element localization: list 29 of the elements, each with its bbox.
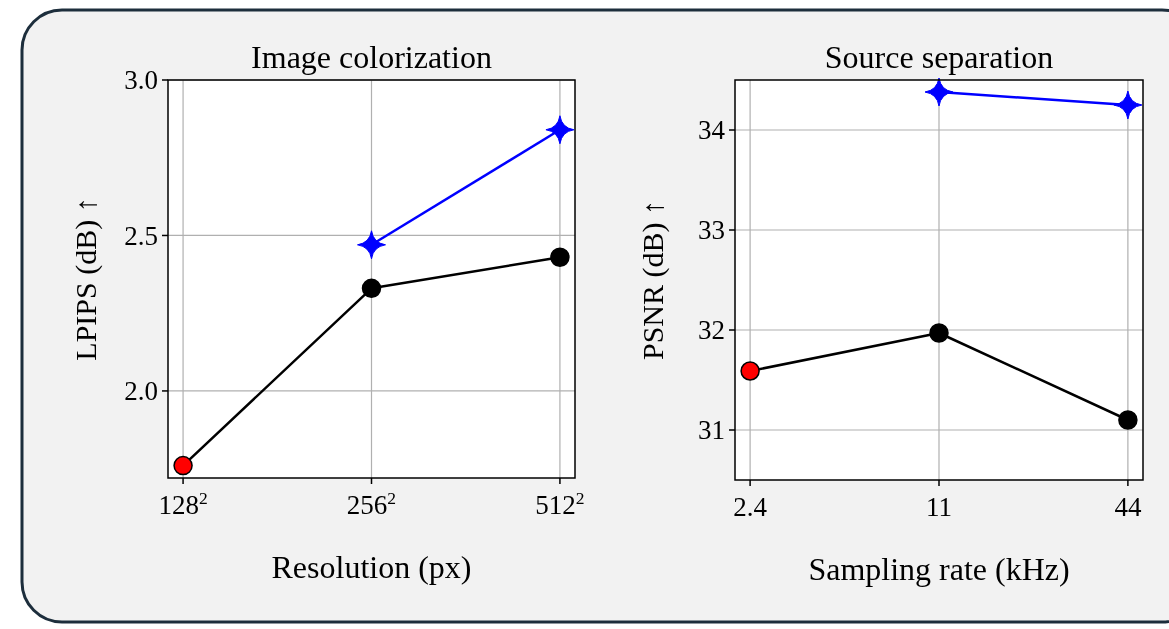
y-tick-label: 2.0	[124, 376, 158, 407]
x-axis-title: Sampling rate (kHz)	[808, 551, 1070, 587]
chart-title: Source separation	[824, 39, 1054, 75]
y-tick-label: 32	[698, 315, 725, 346]
x-tick-label: 11	[926, 492, 952, 522]
y-axis-title: LPIPS (dB) ↑	[69, 197, 103, 361]
point	[1118, 410, 1138, 430]
x-tick-label: 512$^{2}$	[535, 488, 585, 520]
x-axis-title: Resolution (px)	[271, 549, 472, 585]
x-tick-label: 256$^{2}$	[346, 488, 397, 520]
y-tick-label: 34	[698, 115, 726, 146]
y-axis-title: PSNR (dB) ↑	[636, 199, 670, 361]
point	[929, 323, 949, 343]
point	[550, 247, 570, 267]
point	[1113, 90, 1143, 120]
point	[545, 115, 575, 145]
x-tick-label: 2.4	[733, 492, 768, 522]
chart-title: Image colorization	[251, 39, 492, 75]
y-tick-label: 3.0	[124, 65, 158, 96]
x-tick-label: 128$^{2}$	[158, 488, 208, 520]
point	[357, 230, 386, 260]
y-tick-label: 31	[698, 415, 725, 446]
y-tick-label: 33	[698, 215, 725, 246]
point	[924, 77, 954, 107]
x-tick-label: 44	[1114, 492, 1142, 522]
point	[361, 278, 382, 299]
point	[740, 361, 760, 381]
y-tick-label: 2.5	[124, 220, 158, 251]
point	[173, 455, 193, 476]
